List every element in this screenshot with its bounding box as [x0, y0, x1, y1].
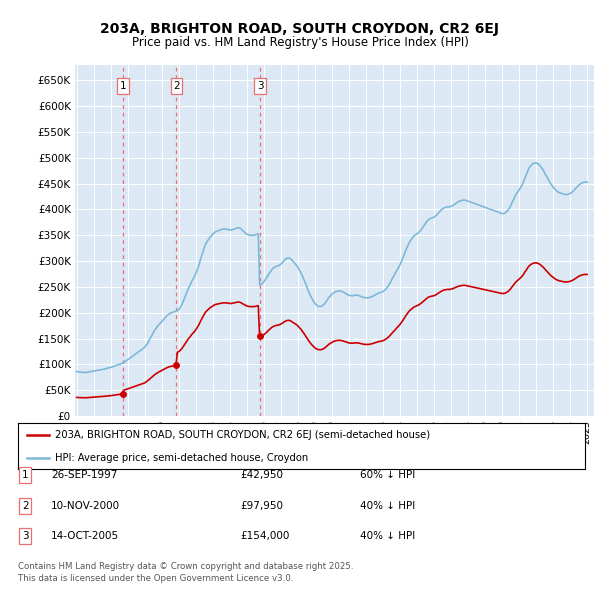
Text: 1: 1	[120, 81, 127, 91]
Text: 203A, BRIGHTON ROAD, SOUTH CROYDON, CR2 6EJ: 203A, BRIGHTON ROAD, SOUTH CROYDON, CR2 …	[101, 22, 499, 37]
Text: 3: 3	[257, 81, 263, 91]
Text: 3: 3	[22, 532, 29, 541]
Text: 203A, BRIGHTON ROAD, SOUTH CROYDON, CR2 6EJ (semi-detached house): 203A, BRIGHTON ROAD, SOUTH CROYDON, CR2 …	[55, 431, 430, 441]
Text: 2: 2	[173, 81, 180, 91]
Text: HPI: Average price, semi-detached house, Croydon: HPI: Average price, semi-detached house,…	[55, 453, 308, 463]
Text: £42,950: £42,950	[240, 470, 283, 480]
Text: £97,950: £97,950	[240, 501, 283, 510]
Text: 10-NOV-2000: 10-NOV-2000	[51, 501, 120, 510]
Text: 40% ↓ HPI: 40% ↓ HPI	[360, 532, 415, 541]
Text: 2: 2	[22, 501, 29, 510]
Text: Price paid vs. HM Land Registry's House Price Index (HPI): Price paid vs. HM Land Registry's House …	[131, 36, 469, 49]
Text: Contains HM Land Registry data © Crown copyright and database right 2025.
This d: Contains HM Land Registry data © Crown c…	[18, 562, 353, 583]
Text: 26-SEP-1997: 26-SEP-1997	[51, 470, 118, 480]
Text: £154,000: £154,000	[240, 532, 289, 541]
Text: 40% ↓ HPI: 40% ↓ HPI	[360, 501, 415, 510]
Text: 60% ↓ HPI: 60% ↓ HPI	[360, 470, 415, 480]
Text: 14-OCT-2005: 14-OCT-2005	[51, 532, 119, 541]
Text: 1: 1	[22, 470, 29, 480]
